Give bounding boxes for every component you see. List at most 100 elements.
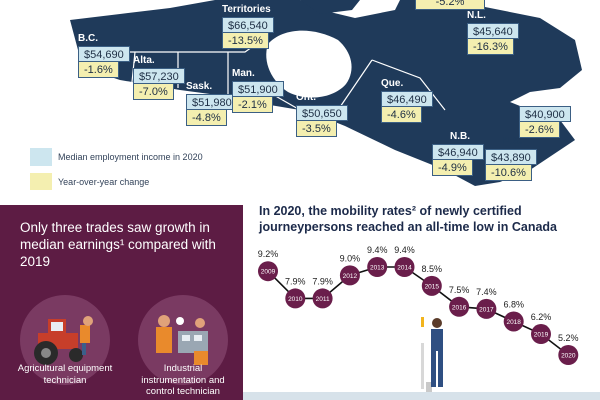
region-income: $50,650 <box>296 105 348 121</box>
region-sask: Sask. $51,980 -4.8% <box>186 81 238 126</box>
region-income: $43,890 <box>485 149 537 165</box>
data-point-2020 <box>558 345 579 365</box>
year-label: 2015 <box>425 283 440 290</box>
region-name: P.E.I. <box>537 93 561 104</box>
value-label: 8.5% <box>422 264 443 274</box>
year-label: 2014 <box>397 265 412 272</box>
value-label: 9.4% <box>394 245 415 255</box>
data-point-2016 <box>449 296 470 317</box>
map-legend: Median employment income in 2020 Year-ov… <box>30 148 203 190</box>
value-label: 6.2% <box>531 312 552 322</box>
region-change: -4.8% <box>186 110 227 126</box>
region-change: -4.6% <box>381 107 422 123</box>
region-change: -3.5% <box>296 121 337 137</box>
region-ns: N.S. $43,890 -10.6% <box>485 136 537 181</box>
region-income: $46,490 <box>381 91 433 107</box>
data-point-2011 <box>312 288 333 309</box>
trade-card-industrial: Industrial instrumentation and control t… <box>138 295 228 400</box>
data-point-2013 <box>367 257 388 277</box>
region-name: B.C. <box>78 33 98 44</box>
value-label: 7.9% <box>285 276 306 286</box>
year-label: 2010 <box>288 296 303 303</box>
value-label: 9.0% <box>340 253 361 263</box>
value-label: 7.5% <box>449 285 470 295</box>
region-income: $57,230 <box>133 68 185 84</box>
region-change: -2.6% <box>519 122 560 138</box>
data-point-2014 <box>394 257 415 277</box>
mobility-chart-panel: In 2020, the mobility rates² of newly ce… <box>243 195 600 400</box>
trade-label: Industrial instrumentation and control t… <box>141 363 225 397</box>
legend-change-swatch <box>30 173 52 190</box>
region-territories: Territories $66,540 -13.5% <box>222 4 274 49</box>
trade-label: Agricultural equipment technician <box>17 363 113 386</box>
region-income: $51,980 <box>186 94 238 110</box>
value-label: 7.9% <box>312 276 333 286</box>
region-alta: Alta. $57,230 -7.0% <box>133 55 185 100</box>
data-point-2010 <box>285 288 306 309</box>
legend-income-label: Median employment income in 2020 <box>58 152 203 162</box>
region-name: Territories <box>222 4 271 15</box>
year-label: 2011 <box>316 296 330 303</box>
bottom-strip <box>243 392 600 400</box>
data-point-2019 <box>531 324 551 345</box>
region-income: $45,640 <box>467 23 519 39</box>
trades-panel: Only three trades saw growth in median e… <box>0 205 243 400</box>
region-income: $40,900 <box>519 106 571 122</box>
value-label: 6.8% <box>503 299 524 309</box>
region-name: Alta. <box>133 55 155 66</box>
arctic-islands <box>220 0 455 18</box>
legend-income: Median employment income in 2020 <box>30 148 203 166</box>
year-label: 2018 <box>506 319 521 326</box>
year-label: 2020 <box>561 353 576 360</box>
region-change: -4.9% <box>432 160 473 176</box>
legend-income-swatch <box>30 148 52 166</box>
region-name: Que. <box>381 78 404 89</box>
trade-card-agricultural: Agricultural equipment technician <box>18 295 112 400</box>
year-label: 2016 <box>452 304 467 311</box>
top-partial-change: -5.2% <box>415 0 485 10</box>
region-change: -16.3% <box>467 39 514 55</box>
region-bc: B.C. $54,690 -1.6% <box>78 33 130 78</box>
region-income: $54,690 <box>78 46 130 62</box>
value-label: 9.4% <box>367 245 388 255</box>
income-map-section: -5.2% B.C. $54,690 -1.6% Alta. $57,230 -… <box>0 0 600 190</box>
tractor-mechanic-icon <box>20 295 110 385</box>
data-point-2012 <box>339 265 360 286</box>
worker-illustration <box>421 317 443 394</box>
data-point-2009 <box>258 261 278 282</box>
data-point-2015 <box>421 275 442 296</box>
year-label: 2019 <box>534 332 549 339</box>
region-nl: N.L. $45,640 -16.3% <box>467 10 519 55</box>
mobility-line-chart: 2009 9.2% 2010 7.9% 2011 7.9% 2012 9.0% 2013 9.4%… <box>258 245 579 394</box>
data-point-2017 <box>476 298 497 319</box>
region-nb: N.B. $46,940 -4.9% <box>432 131 484 176</box>
region-man: Man. $51,900 -2.1% <box>232 68 284 113</box>
region-ont: Ont. $50,650 -3.5% <box>296 92 348 137</box>
year-label: 2012 <box>343 273 358 280</box>
region-income: $51,900 <box>232 81 284 97</box>
region-change: -1.6% <box>78 62 119 78</box>
data-point-2018 <box>503 311 524 332</box>
region-pei: P.E.I. $40,900 -2.6% <box>519 93 571 138</box>
region-name: Man. <box>232 68 255 79</box>
hudson-bay <box>266 30 352 98</box>
legend-change-label: Year-over-year change <box>58 177 150 187</box>
region-change: -13.5% <box>222 33 269 49</box>
region-change: -10.6% <box>485 165 532 181</box>
region-income: $46,940 <box>432 144 484 160</box>
region-income: $66,540 <box>222 17 274 33</box>
year-label: 2013 <box>370 265 385 272</box>
region-que: Que. $46,490 -4.6% <box>381 78 433 123</box>
year-label: 2017 <box>479 306 494 313</box>
year-label: 2009 <box>261 269 276 276</box>
value-label: 5.2% <box>558 333 579 343</box>
region-name: Sask. <box>186 81 213 92</box>
trades-title: Only three trades saw growth in median e… <box>20 220 216 269</box>
region-name: N.B. <box>450 131 470 142</box>
value-label: 9.2% <box>258 249 279 259</box>
chart-title: In 2020, the mobility rates² of newly ce… <box>259 204 557 234</box>
region-change: -7.0% <box>133 84 174 100</box>
region-name: N.S. <box>503 136 523 147</box>
region-change: -2.1% <box>232 97 273 113</box>
region-name: Ont. <box>296 92 316 103</box>
